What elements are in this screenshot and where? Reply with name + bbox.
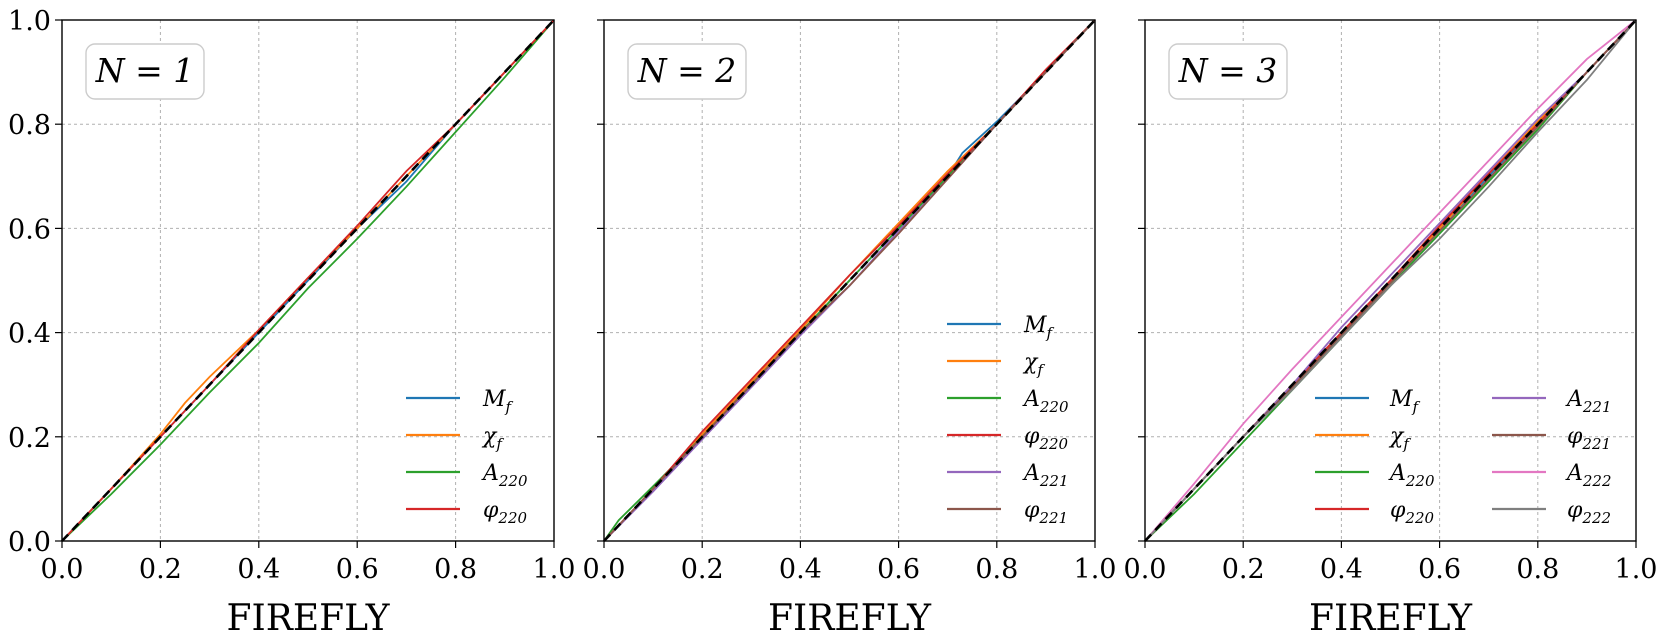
x-tick-label: 0.6: [1418, 554, 1461, 585]
legend-label-phi-222: φ222: [1567, 498, 1611, 527]
legend-label-a-221: A221: [1022, 461, 1069, 490]
legend-label-phi-220: φ220: [1024, 424, 1068, 453]
x-tick-label: 1.0: [533, 554, 576, 585]
x-tick-label: 0.6: [877, 554, 920, 585]
x-tick-label: 0.2: [1222, 554, 1265, 585]
axes-frame: [603, 19, 1096, 542]
legend-label-chi-f: χf: [481, 424, 504, 453]
legend: Mf χf A220 φ220 A221 φ221 A222 φ222: [1315, 387, 1612, 527]
legend-label-a-220: A220: [1388, 461, 1435, 490]
x-axis-label: FIREFLY: [227, 598, 391, 639]
series-line-a-222: [1144, 19, 1637, 542]
x-tick-label: 0.4: [779, 554, 822, 585]
y-tick-label: 0.2: [8, 423, 51, 454]
legend-label-a-221: A221: [1565, 387, 1612, 416]
n-annotation-box: [85, 43, 205, 100]
legend-label-a-222: A222: [1565, 461, 1612, 490]
legend-label-chi-f: χf: [1022, 350, 1045, 379]
x-axis-label: FIREFLY: [1309, 598, 1473, 639]
x-tick-label: 0.0: [1124, 554, 1167, 585]
chart-panel-3: 0.0 0.2 0.4 0.6 0.8 1.0 FIREFLY N = 3 Mf χf A220 φ2…: [1124, 19, 1658, 639]
series-line-a-220: [61, 19, 555, 542]
axes-frame: [1144, 19, 1637, 542]
legend-label-chi-f: χf: [1388, 424, 1411, 453]
legend-label-m-f: Mf: [1389, 387, 1421, 416]
x-tick-label: 0.4: [1320, 554, 1363, 585]
series-line-phi-222: [1144, 19, 1637, 542]
legend-label-phi-221: φ221: [1567, 424, 1611, 453]
legend-label-phi-220: φ220: [483, 498, 527, 527]
legend-label-m-f: Mf: [482, 387, 514, 416]
legend-label-phi-220: φ220: [1390, 498, 1434, 527]
chart-panel-2: 0.0 0.2 0.4 0.6 0.8 1.0 FIREFLY N = 2 Mf χf A220 φ2…: [583, 19, 1117, 639]
x-tick-label: 0.8: [975, 554, 1018, 585]
chart-panel-1: 0.0 0.2 0.4 0.6 0.8 1.0 0.0 0.2 0.4 0.6 0.8 1.0 FIRE…: [8, 6, 575, 639]
x-tick-label: 0.8: [434, 554, 477, 585]
y-tick-label: 0.6: [8, 214, 51, 245]
legend: Mf χf A220 φ220 A221 φ221: [947, 313, 1069, 527]
legend-label-a-220: A220: [481, 461, 528, 490]
x-tick-label: 0.8: [1516, 554, 1559, 585]
y-tick-label: 0.8: [8, 110, 51, 141]
panels: 0.0 0.2 0.4 0.6 0.8 1.00.00.20.40.60.81.0FIRE…: [8, 6, 1657, 639]
n-annotation-label: N = 3: [1178, 51, 1278, 90]
y-tick-label: 0.4: [8, 319, 51, 350]
n-annotation-label: N = 2: [637, 51, 737, 90]
y-tick-label: 0.0: [8, 527, 51, 558]
y-tick-label: 1.0: [8, 6, 51, 37]
series-line-phi-221: [603, 19, 1096, 542]
x-tick-label: 0.2: [139, 554, 182, 585]
x-tick-label: 0.0: [583, 554, 626, 585]
x-tick-label: 0.4: [237, 554, 280, 585]
legend-label-phi-221: φ221: [1024, 498, 1068, 527]
series-line-phi-220: [61, 19, 555, 542]
x-tick-label: 0.0: [41, 554, 84, 585]
x-tick-label: 1.0: [1074, 554, 1117, 585]
x-tick-label: 1.0: [1615, 554, 1658, 585]
x-tick-label: 0.6: [336, 554, 379, 585]
legend-label-m-f: Mf: [1023, 313, 1055, 342]
legend-label-a-220: A220: [1022, 387, 1069, 416]
n-annotation-box: [627, 43, 747, 100]
legend: Mf χf A220 φ220: [406, 387, 528, 527]
x-axis-label: FIREFLY: [768, 598, 932, 639]
n-annotation-box: [1168, 43, 1288, 100]
axes-frame: [61, 19, 555, 542]
x-tick-label: 0.2: [681, 554, 724, 585]
n-annotation-label: N = 1: [95, 51, 195, 90]
